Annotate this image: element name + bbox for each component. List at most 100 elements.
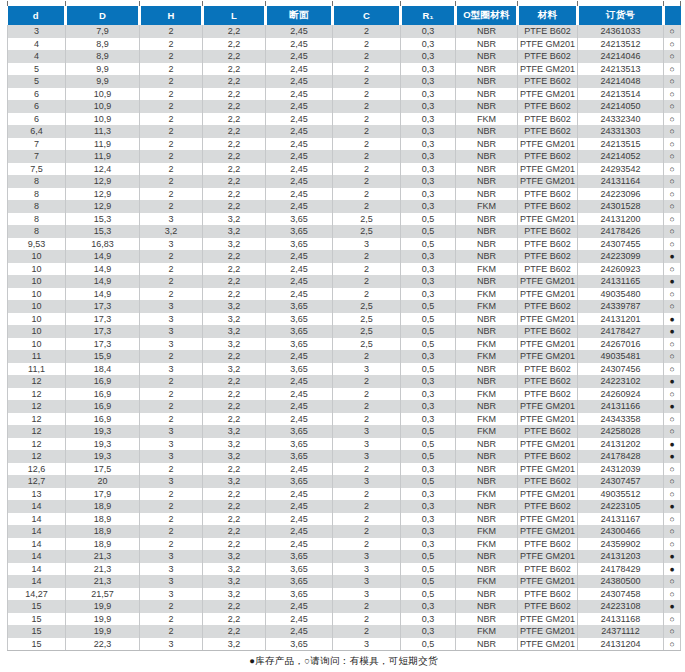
cell-d: 7,5 [8,163,66,176]
cell-material: PTFE GM201 [518,463,578,476]
cell-D: 11,9 [66,138,140,151]
cell-order-number: 24213514 [578,88,664,101]
table-row: 1017,333,23,652,50,5FKMPTFE B60224339787… [8,300,681,313]
cell-R1: 0,3 [401,525,456,538]
cell-material: PTFE GM201 [518,400,578,413]
cell-order-number: 24312039 [578,463,664,476]
cell-H: 3 [140,588,203,601]
cell-oring-material: NBR [456,600,518,613]
cell-oring-material: NBR [456,63,518,76]
cell-D: 21,57 [66,588,140,601]
table-row: 59,922,22,4520,3NBRPTFE GM20124213513○ [8,63,681,76]
cell-D: 21,3 [66,575,140,588]
cell-material: PTFE GM201 [518,413,578,426]
cell-material: PTFE B602 [518,150,578,163]
cell-L: 3,2 [203,300,266,313]
cell-L: 2,2 [203,263,266,276]
cell-R1: 0,5 [401,588,456,601]
cell-d: 15 [8,613,66,626]
cell-D: 12,4 [66,163,140,176]
table-row: 1519,922,22,4520,3NBRPTFE GM20124131168○ [8,613,681,626]
cell-L: 2,2 [203,150,266,163]
cell-R1: 0,5 [401,563,456,576]
cell-R1: 0,3 [401,275,456,288]
cell-oring-material: NBR [456,175,518,188]
cell-R1: 0,5 [401,338,456,351]
cell-stock-status: ● [664,275,681,288]
cell-H: 2 [140,250,203,263]
cell-cross-section: 3,65 [266,225,333,238]
cell-H: 3 [140,438,203,451]
cell-order-number: 24223105 [578,500,664,513]
cell-L: 2,2 [203,375,266,388]
cell-stock-status: ○ [664,613,681,626]
cell-H: 3 [140,300,203,313]
cell-stock-status: ○ [664,113,681,126]
cell-H: 2 [140,50,203,63]
cell-d: 11,1 [8,363,66,376]
table-row: 48,922,22,4520,3NBRPTFE GM20124213512○ [8,38,681,51]
cell-oring-material: FKM [456,113,518,126]
cell-d: 6 [8,100,66,113]
cell-L: 3,2 [203,638,266,651]
cell-stock-status: ● [664,450,681,463]
cell-order-number: 24267016 [578,338,664,351]
cell-R1: 0,3 [401,175,456,188]
cell-cross-section: 3,65 [266,575,333,588]
cell-C: 2 [333,200,401,213]
cell-D: 18,9 [66,538,140,551]
cell-d: 12 [8,438,66,451]
cell-order-number: 24260923 [578,263,664,276]
cell-order-number: 24178426 [578,225,664,238]
cell-d: 14 [8,500,66,513]
cell-order-number: 24339787 [578,300,664,313]
cell-L: 3,2 [203,238,266,251]
cell-H: 2 [140,275,203,288]
cell-cross-section: 2,45 [266,350,333,363]
cell-C: 3 [333,563,401,576]
cell-R1: 0,3 [401,613,456,626]
cell-cross-section: 2,45 [266,50,333,63]
cell-oring-material: FKM [456,625,518,638]
cell-L: 2,2 [203,500,266,513]
cell-C: 2 [333,613,401,626]
cell-oring-material: NBR [456,513,518,526]
table-row: 1219,333,23,6530,5NBRPTFE B60224178428● [8,450,681,463]
cell-oring-material: FKM [456,425,518,438]
cell-D: 14,9 [66,263,140,276]
cell-C: 3 [333,425,401,438]
cell-d: 14 [8,538,66,551]
cell-d: 10 [8,338,66,351]
cell-R1: 0,5 [401,475,456,488]
cell-C: 2 [333,50,401,63]
cell-L: 2,2 [203,275,266,288]
cell-stock-status: ○ [664,463,681,476]
cell-d: 6 [8,88,66,101]
cell-D: 18,9 [66,500,140,513]
cell-material: PTFE B602 [518,238,578,251]
cell-H: 3,2 [140,225,203,238]
cell-H: 3 [140,338,203,351]
cell-oring-material: FKM [456,200,518,213]
cell-oring-material: NBR [456,25,518,38]
cell-material: PTFE B602 [518,388,578,401]
cell-cross-section: 3,65 [266,213,333,226]
cell-D: 8,9 [66,50,140,63]
cell-L: 3,2 [203,213,266,226]
cell-H: 2 [140,263,203,276]
cell-L: 2,2 [203,625,266,638]
table-row: 1014,922,22,4520,3FKMPTFE B60224260923○ [8,263,681,276]
cell-C: 2 [333,400,401,413]
cell-C: 3 [333,575,401,588]
cell-C: 2 [333,88,401,101]
cell-material: PTFE B602 [518,538,578,551]
cell-R1: 0,5 [401,450,456,463]
cell-order-number: 24307458 [578,588,664,601]
cell-cross-section: 2,45 [266,188,333,201]
cell-R1: 0,3 [401,413,456,426]
cell-material: PTFE GM201 [518,288,578,301]
table-row: 1216,922,22,4520,3NBRPTFE GM20124131166● [8,400,681,413]
cell-order-number: 24331303 [578,125,664,138]
table-row: 1421,333,23,6530,5NBRPTFE GM20124131203● [8,550,681,563]
cell-stock-status: ○ [664,238,681,251]
